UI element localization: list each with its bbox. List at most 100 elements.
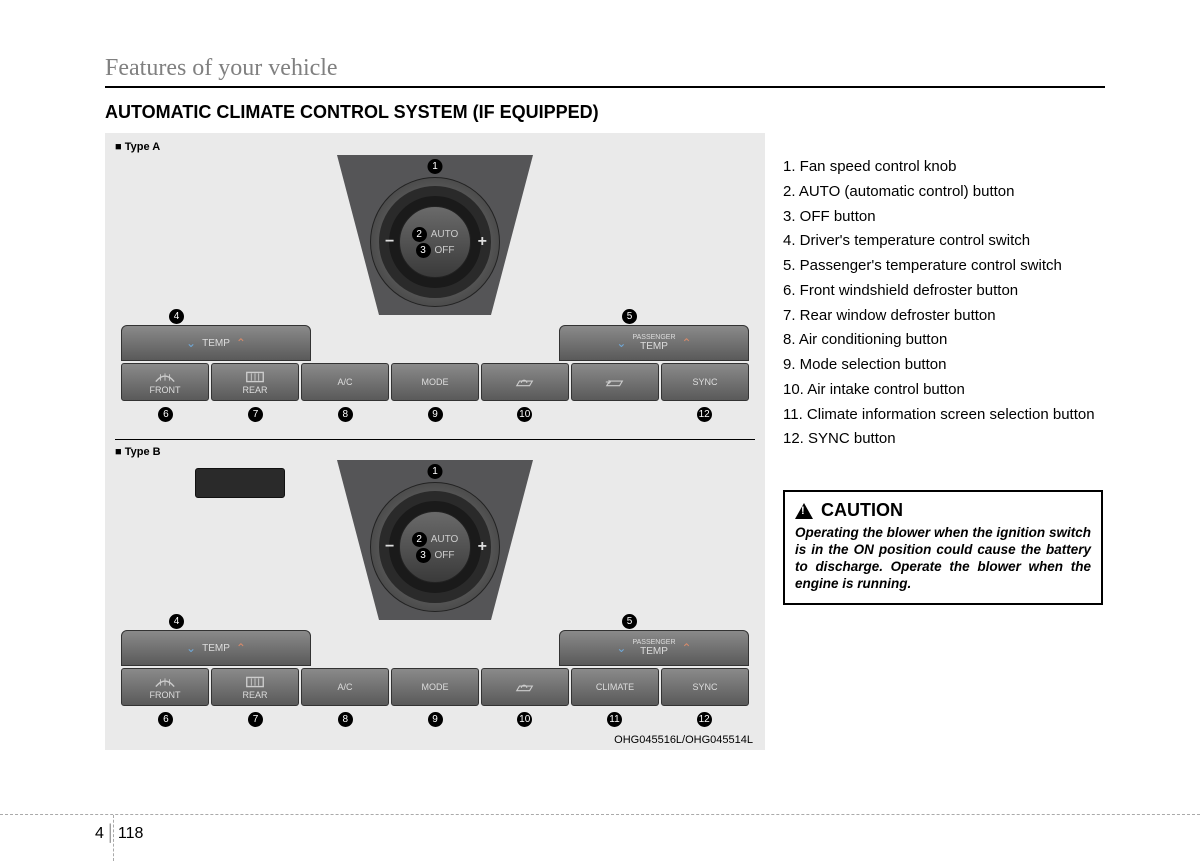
legend-text: 5. Passenger's temperature control switc… [783, 257, 1062, 274]
callout-3: 3 [416, 243, 431, 258]
page-no: 118 [118, 825, 144, 842]
page-number: 4│118 [95, 825, 143, 843]
page-chapter: 4 [95, 825, 104, 842]
callout-2: 2 [412, 532, 427, 547]
panel-type-b: − + 2 AUTO 3 OFF 1 [115, 460, 755, 742]
fan-dial: − + 2 AUTO 3 OFF [370, 482, 500, 612]
chevron-up-icon: ⌃ [236, 336, 246, 350]
callout-1: 1 [428, 464, 443, 479]
dial-minus-icon: − [385, 233, 394, 251]
driver-temp-switch: ⌄ TEMP ⌃ [121, 325, 311, 361]
btn-label: MODE [422, 377, 449, 387]
page: Features of your vehicle AUTOMATIC CLIMA… [0, 0, 1200, 750]
passenger-sub: PASSENGER [632, 639, 675, 646]
temp-label: TEMP [640, 341, 668, 352]
callout-4: 4 [169, 614, 184, 629]
defrost-front-icon [154, 675, 176, 689]
legend-item: 7. Rear window defroster button [783, 304, 1103, 329]
legend-item: 11. Climate information screen selection… [783, 403, 1103, 428]
legend-item: 5. Passenger's temperature control switc… [783, 254, 1103, 279]
callout-wrap-1: 1 [428, 159, 443, 174]
chevron-up-icon: ⌃ [682, 641, 692, 655]
section-title: AUTOMATIC CLIMATE CONTROL SYSTEM (IF EQU… [105, 102, 1105, 123]
callout-12: 12 [697, 407, 712, 422]
auto-label: AUTO [431, 534, 459, 545]
temp-label: TEMP [640, 646, 668, 657]
btn-label: SYNC [692, 682, 717, 692]
dial-center: 2 AUTO 3 OFF [399, 511, 471, 583]
off-label: OFF [435, 245, 455, 256]
dial-center: 2 AUTO 3 OFF [399, 206, 471, 278]
callout-5: 5 [622, 614, 637, 629]
recirculate-icon [514, 375, 536, 389]
fresh-air-icon [604, 375, 626, 389]
warning-icon [795, 503, 813, 519]
dial-plus-icon: + [478, 233, 487, 251]
legend-item: 2. AUTO (automatic control) button [783, 180, 1103, 205]
btn-label: A/C [337, 682, 352, 692]
climate-button: CLIMATE [571, 668, 659, 706]
front-defrost-button: FRONT [121, 363, 209, 401]
mode-button: MODE [391, 668, 479, 706]
btn-label: REAR [242, 690, 267, 700]
btn-label: A/C [337, 377, 352, 387]
button-row-b: FRONT REAR A/C MODE CLIMATE SYNC [121, 668, 749, 706]
rear-defrost-button: REAR [211, 363, 299, 401]
fan-dial: − + 2 AUTO 3 OFF [370, 177, 500, 307]
temp-label: TEMP [202, 643, 230, 654]
callout-3: 3 [416, 548, 431, 563]
dial-minus-icon: − [385, 538, 394, 556]
callout-2: 2 [412, 227, 427, 242]
callout-wrap-1: 1 [428, 464, 443, 479]
row-a-callouts: 6 7 8 9 10 12 [121, 405, 749, 423]
passenger-temp-switch: ⌄ PASSENGER TEMP ⌃ [559, 325, 749, 361]
climate-display [195, 468, 285, 498]
legend-item: 1. Fan speed control knob [783, 155, 1103, 180]
caution-box: CAUTION Operating the blower when the ig… [783, 490, 1103, 605]
caution-header: CAUTION [795, 500, 1091, 521]
defrost-front-icon [154, 370, 176, 384]
legend-item: 9. Mode selection button [783, 353, 1103, 378]
intake-button [481, 668, 569, 706]
defrost-rear-icon [244, 675, 266, 689]
legend-column: 1. Fan speed control knob 2. AUTO (autom… [783, 133, 1103, 750]
panel-type-a: − + 2 AUTO 3 OFF 1 [115, 155, 755, 437]
footer-dash [0, 814, 1200, 815]
dial-plus-icon: + [478, 538, 487, 556]
legend-item: 10. Air intake control button [783, 378, 1103, 403]
callout-10: 10 [517, 712, 532, 727]
callout-4: 4 [169, 309, 184, 324]
btn-label: CLIMATE [596, 682, 634, 692]
type-b-label: ■ Type B [115, 446, 755, 458]
figure-code: OHG045516L/OHG045514L [614, 734, 753, 746]
btn-label: REAR [242, 385, 267, 395]
recirculate-icon [514, 680, 536, 694]
callout-wrap-4: 4 [169, 309, 184, 324]
callout-6: 6 [158, 712, 173, 727]
ac-button: A/C [301, 363, 389, 401]
front-defrost-button: FRONT [121, 668, 209, 706]
caution-body: Operating the blower when the ignition s… [795, 525, 1091, 593]
chapter-title: Features of your vehicle [105, 55, 1105, 88]
btn-label: FRONT [150, 385, 181, 395]
type-a-label: ■ Type A [115, 141, 755, 153]
caution-title: CAUTION [821, 500, 903, 521]
callout-10: 10 [517, 407, 532, 422]
chevron-down-icon: ⌄ [616, 641, 626, 655]
callout-8: 8 [338, 407, 353, 422]
chevron-up-icon: ⌃ [236, 641, 246, 655]
fresh-air-button [571, 363, 659, 401]
diagram-column: ■ Type A − + 2 AUTO 3 OFF [105, 133, 765, 750]
panel-divider [115, 439, 755, 440]
legend-item: 3. OFF button [783, 205, 1103, 230]
auto-label: AUTO [431, 229, 459, 240]
callout-wrap-5: 5 [622, 614, 637, 629]
legend-item: 8. Air conditioning button [783, 328, 1103, 353]
off-label: OFF [435, 550, 455, 561]
callout-wrap-5: 5 [622, 309, 637, 324]
row-b-callouts: 6 7 8 9 10 11 12 [121, 710, 749, 728]
chevron-down-icon: ⌄ [616, 336, 626, 350]
button-row-a: FRONT REAR A/C MODE SYNC [121, 363, 749, 401]
passenger-temp-switch: ⌄ PASSENGER TEMP ⌃ [559, 630, 749, 666]
callout-1: 1 [428, 159, 443, 174]
